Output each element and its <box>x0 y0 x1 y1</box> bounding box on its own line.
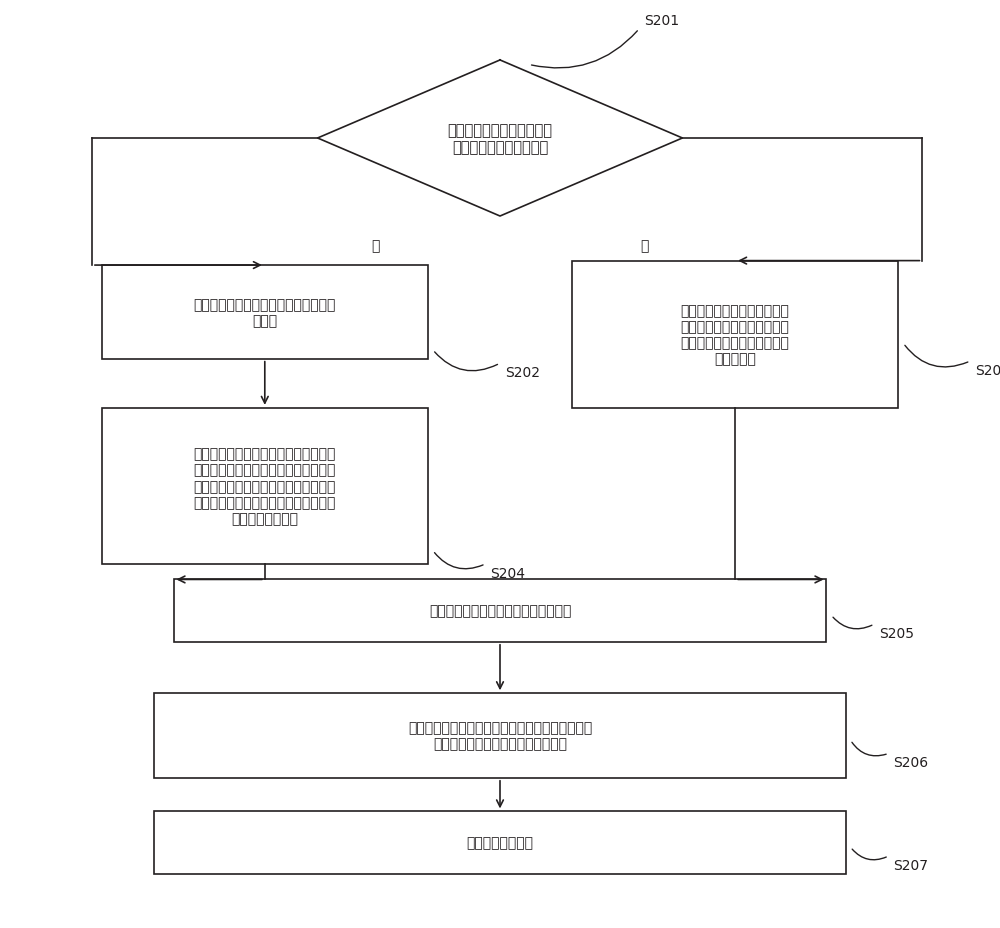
Bar <box>154 693 846 778</box>
Text: 将预存的界面元素信息展示代码动态注
入所述目标进程，以使所述目标进程运
行所述界面元素信息展示代码以向读屏
软件读屏应用程序展示所述目标进程对
应的界面元素信息: 将预存的界面元素信息展示代码动态注 入所述目标进程，以使所述目标进程运 行所述界… <box>194 447 336 525</box>
Text: 是: 是 <box>371 239 379 253</box>
Text: 通过所述终端系统中的界面展
示辅助服务程序获取用户当前
正在操作的用户界面对应的界
面元素信息: 通过所述终端系统中的界面展 示辅助服务程序获取用户当前 正在操作的用户界面对应的… <box>681 303 790 366</box>
Text: S201: S201 <box>644 14 679 28</box>
Text: 检测终端所述读屏软件是否
具备动态注入的系统权限: 检测终端所述读屏软件是否 具备动态注入的系统权限 <box>448 122 552 155</box>
Bar <box>174 580 826 642</box>
Text: S204: S204 <box>490 566 525 580</box>
Text: S202: S202 <box>505 366 540 380</box>
Text: 输出所述语音数据: 输出所述语音数据 <box>466 835 534 850</box>
Bar <box>154 811 846 874</box>
Text: S206: S206 <box>894 755 929 769</box>
Bar <box>102 265 428 359</box>
Bar <box>572 262 898 408</box>
Text: 检测用户当前正在操作的应用程序的目
标进程: 检测用户当前正在操作的应用程序的目 标进程 <box>194 298 336 328</box>
Text: 调用终端系统中的文字转语音引擎将所述目标进程
对应的界面元素信息转换为语音数据: 调用终端系统中的文字转语音引擎将所述目标进程 对应的界面元素信息转换为语音数据 <box>408 721 592 751</box>
Text: 获取所述目标进程对应的界面元素信息: 获取所述目标进程对应的界面元素信息 <box>429 604 571 618</box>
Text: S205: S205 <box>879 626 914 640</box>
Text: S203: S203 <box>975 364 1000 378</box>
Text: S207: S207 <box>894 857 929 872</box>
Bar <box>102 408 428 564</box>
Text: 否: 否 <box>640 239 648 253</box>
